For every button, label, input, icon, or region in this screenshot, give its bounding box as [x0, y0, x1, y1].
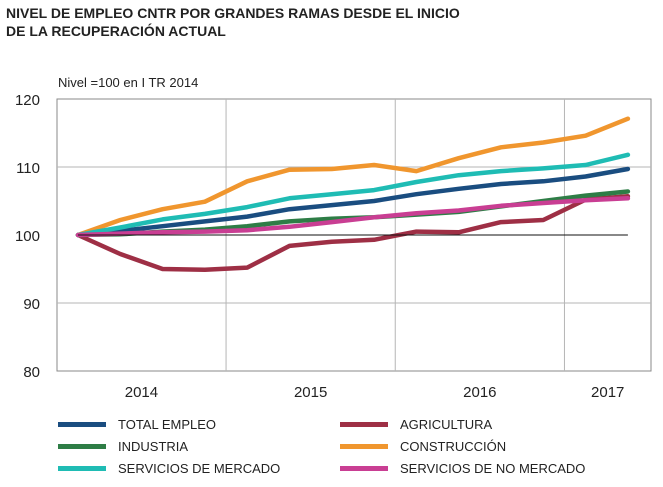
legend-label: INDUSTRIA [118, 438, 189, 454]
legend-item: CONSTRUCCIÓN [340, 436, 506, 456]
chart-title: NIVEL DE EMPLEO CNTR POR GRANDES RAMAS D… [6, 4, 646, 40]
y-tick-label: 120 [15, 92, 40, 109]
y-tick-label: 90 [23, 296, 40, 313]
axis-layer: 80 90 100 110 120 2014 2015 2016 2017 [15, 92, 624, 401]
legend-item: AGRICULTURA [340, 414, 492, 434]
series-line [75, 152, 631, 238]
legend-label: AGRICULTURA [400, 416, 493, 432]
series-line [75, 193, 631, 272]
x-tick-label: 2016 [463, 384, 496, 401]
chart-subtitle: Nivel =100 en I TR 2014 [58, 75, 198, 90]
plot-frame [56, 98, 652, 372]
y-tick-label: 100 [15, 228, 40, 245]
legend-swatch [340, 421, 388, 427]
series-line [75, 116, 631, 238]
legend-label: SERVICIOS DE NO MERCADO [400, 460, 586, 476]
legend-label: CONSTRUCCIÓN [400, 438, 507, 454]
series-line [75, 196, 631, 238]
chart-title-line-1: NIVEL DE EMPLEO CNTR POR GRANDES RAMAS D… [6, 5, 460, 21]
series-line [75, 166, 631, 238]
legend-item: SERVICIOS DE MERCADO [58, 458, 280, 478]
legend: TOTAL EMPLEO INDUSTRIA SERVICIOS DE MERCAD… [58, 414, 658, 480]
legend-swatch [58, 465, 106, 471]
y-tick-label: 80 [23, 364, 40, 381]
legend-item: SERVICIOS DE NO MERCADO [340, 458, 585, 478]
legend-swatch [340, 443, 388, 449]
x-tick-label: 2014 [125, 384, 158, 401]
legend-swatch [58, 443, 106, 449]
series-layer [75, 116, 631, 272]
y-tick-label: 110 [16, 160, 40, 177]
legend-swatch [340, 465, 388, 471]
legend-item: INDUSTRIA [58, 436, 188, 456]
employment-line-chart: Nivel =100 en I TR 2014 80 90 100 110 120 201… [15, 75, 652, 401]
legend-label: TOTAL EMPLEO [118, 416, 217, 432]
x-tick-label: 2017 [591, 384, 624, 401]
legend-item: TOTAL EMPLEO [58, 414, 216, 434]
legend-swatch [58, 421, 106, 427]
legend-label: SERVICIOS DE MERCADO [118, 460, 281, 476]
x-tick-label: 2015 [294, 384, 327, 401]
chart-title-line-2: DE LA RECUPERACIÓN ACTUAL [6, 23, 226, 39]
